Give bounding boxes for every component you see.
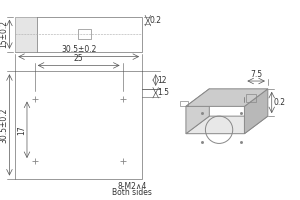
Text: 0.2: 0.2 [274, 98, 286, 107]
Text: 1.5: 1.5 [158, 88, 169, 97]
Text: 12: 12 [158, 76, 167, 85]
Text: Both sides: Both sides [112, 188, 152, 197]
Polygon shape [244, 89, 268, 134]
Text: 8-M2∧4: 8-M2∧4 [118, 182, 147, 191]
Text: 25: 25 [74, 54, 83, 63]
Bar [15, 71, 142, 179]
Bar [15, 17, 142, 52]
Text: 7.5: 7.5 [250, 70, 262, 79]
Bar [78, 29, 91, 39]
Polygon shape [186, 116, 268, 134]
Bar [246, 94, 256, 102]
Text: 30.5±0.2: 30.5±0.2 [61, 45, 96, 54]
Text: 30.5±0.2: 30.5±0.2 [0, 107, 8, 143]
Text: 17: 17 [17, 125, 26, 135]
Polygon shape [186, 89, 209, 134]
Bar [15, 17, 37, 52]
Bar [180, 101, 188, 106]
Text: 0.2: 0.2 [150, 16, 162, 25]
Text: 15±0.2: 15±0.2 [0, 20, 8, 48]
Polygon shape [186, 89, 268, 106]
